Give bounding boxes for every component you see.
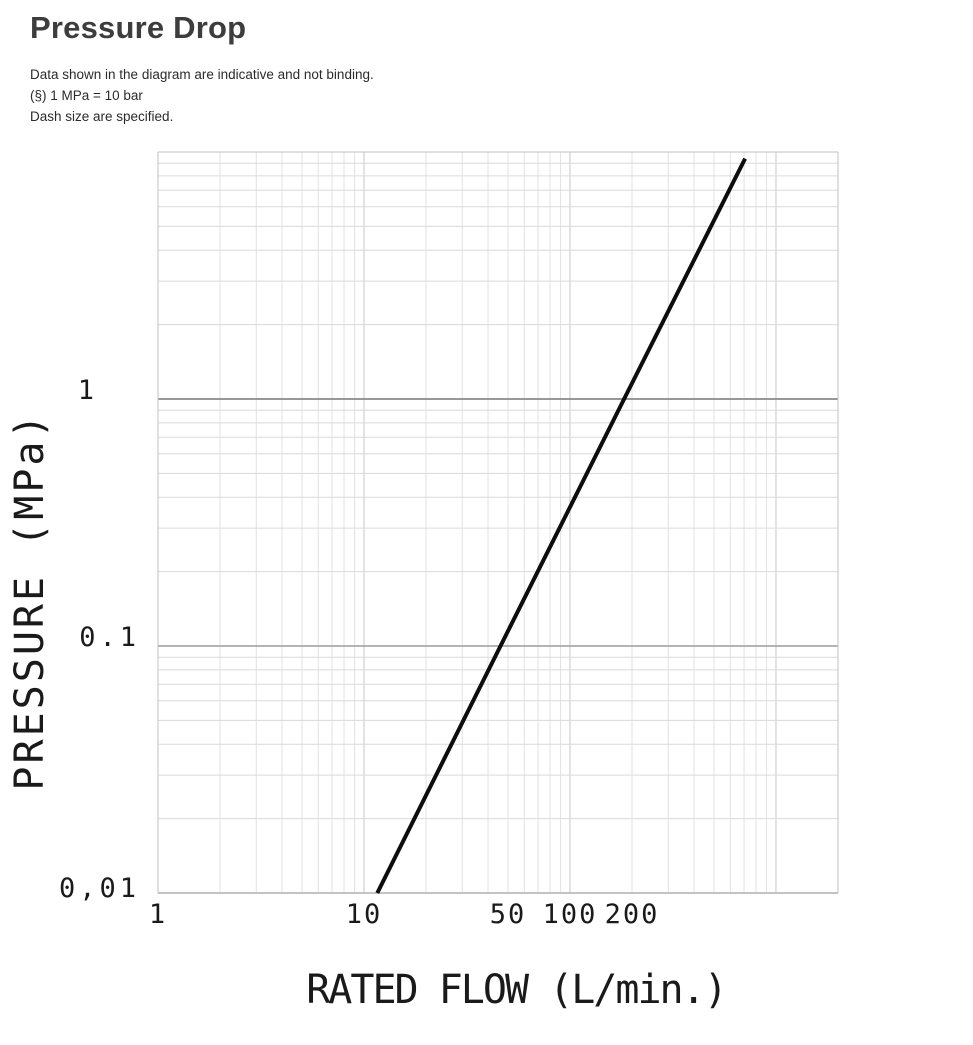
x-axis-title: RATED FLOW (L/min.) — [306, 967, 726, 1013]
y-tick-label: 0.1 — [79, 622, 140, 653]
page-title: Pressure Drop — [30, 10, 247, 45]
chart-grid — [157, 151, 839, 894]
x-tick-label: 1 — [149, 899, 167, 930]
y-tick-labels: 1 0.1 0,01 — [59, 375, 140, 904]
x-tick-label: 200 — [605, 899, 660, 930]
note-line-1: Data shown in the diagram are indicative… — [30, 67, 374, 82]
chart-notes: Data shown in the diagram are indicative… — [30, 64, 374, 127]
y-axis-title: PRESSURE (MPa) — [7, 411, 53, 790]
x-tick-labels: 1 10 50 100 200 — [149, 899, 660, 930]
x-tick-label: 100 — [543, 899, 598, 930]
x-tick-label: 50 — [490, 899, 527, 930]
y-tick-label: 1 — [78, 375, 98, 406]
x-tick-label: 10 — [346, 899, 383, 930]
y-tick-label: 0,01 — [59, 873, 140, 904]
note-line-2: (§) 1 MPa = 10 bar — [30, 88, 143, 103]
pressure-drop-curve — [375, 157, 747, 894]
note-line-3: Dash size are specified. — [30, 109, 174, 124]
